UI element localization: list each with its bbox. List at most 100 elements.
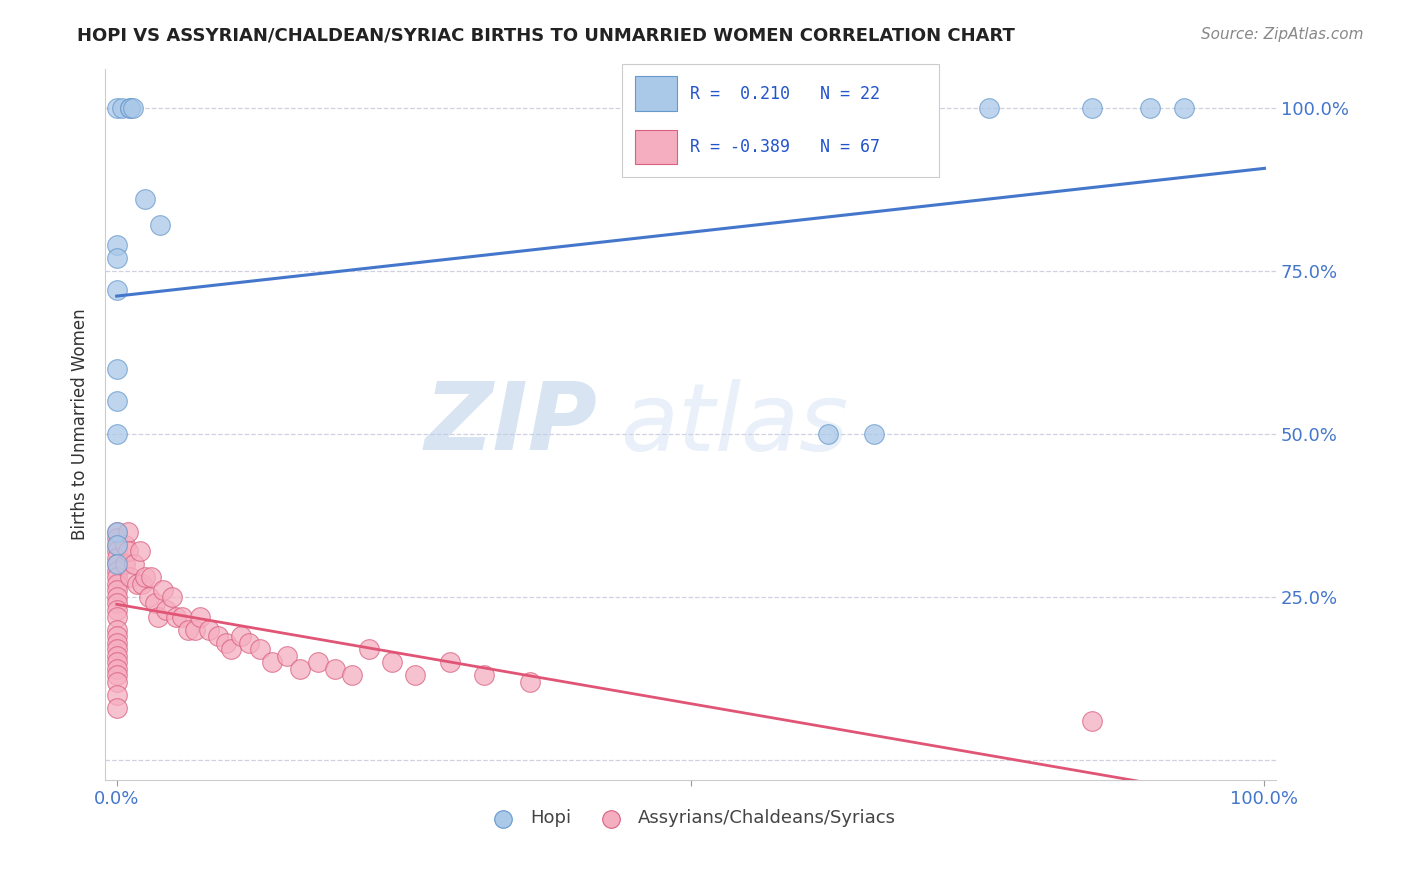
Point xyxy=(105,283,128,297)
Point xyxy=(105,648,128,663)
Point xyxy=(105,603,128,617)
Point xyxy=(127,577,149,591)
Point xyxy=(1173,101,1195,115)
Point xyxy=(117,524,139,539)
Point xyxy=(105,394,128,409)
Point xyxy=(152,583,174,598)
Point xyxy=(134,570,156,584)
Point xyxy=(359,642,381,657)
Point xyxy=(131,577,153,591)
Point xyxy=(117,544,139,558)
Point xyxy=(190,609,212,624)
Point xyxy=(105,629,128,643)
Point xyxy=(160,590,183,604)
Point xyxy=(114,538,136,552)
Point xyxy=(977,101,1000,115)
Point xyxy=(105,544,128,558)
Point xyxy=(207,629,229,643)
Point xyxy=(105,524,128,539)
Point xyxy=(105,655,128,669)
Point xyxy=(165,609,187,624)
Text: ZIP: ZIP xyxy=(425,378,598,470)
Point xyxy=(105,597,128,611)
Point xyxy=(114,558,136,572)
Point xyxy=(105,570,128,584)
Point xyxy=(229,629,252,643)
Point xyxy=(307,655,329,669)
Point xyxy=(105,635,128,649)
Point xyxy=(105,642,128,657)
Point xyxy=(105,558,128,572)
Point xyxy=(404,668,426,682)
Point xyxy=(817,426,839,441)
Point xyxy=(105,101,128,115)
Point xyxy=(1081,101,1104,115)
Point xyxy=(105,590,128,604)
Point xyxy=(105,668,128,682)
Point xyxy=(105,361,128,376)
Point xyxy=(105,583,128,598)
Point xyxy=(105,237,128,252)
FancyBboxPatch shape xyxy=(621,63,939,178)
Point xyxy=(105,577,128,591)
Bar xyxy=(636,129,676,164)
Text: Source: ZipAtlas.com: Source: ZipAtlas.com xyxy=(1201,27,1364,42)
Point xyxy=(105,558,128,572)
Point xyxy=(120,101,142,115)
Point xyxy=(139,570,162,584)
Point xyxy=(472,668,495,682)
Point xyxy=(105,701,128,715)
Point xyxy=(249,642,271,657)
Point xyxy=(105,251,128,265)
Point xyxy=(105,564,128,578)
Point xyxy=(155,603,177,617)
Legend: Hopi, Assyrians/Chaldeans/Syriacs: Hopi, Assyrians/Chaldeans/Syriacs xyxy=(478,802,903,835)
Point xyxy=(149,218,172,232)
Point xyxy=(105,662,128,676)
Point xyxy=(120,101,142,115)
Point xyxy=(128,544,150,558)
Point xyxy=(184,623,207,637)
Point xyxy=(105,426,128,441)
Point xyxy=(138,590,160,604)
Point xyxy=(111,101,134,115)
Point xyxy=(121,101,143,115)
Point xyxy=(105,688,128,702)
Point xyxy=(105,538,128,552)
Point xyxy=(105,524,128,539)
Text: HOPI VS ASSYRIAN/CHALDEAN/SYRIAC BIRTHS TO UNMARRIED WOMEN CORRELATION CHART: HOPI VS ASSYRIAN/CHALDEAN/SYRIAC BIRTHS … xyxy=(77,27,1015,45)
Y-axis label: Births to Unmarried Women: Births to Unmarried Women xyxy=(72,309,89,540)
Point xyxy=(105,550,128,565)
Point xyxy=(105,674,128,689)
Point xyxy=(122,558,145,572)
Point xyxy=(172,609,194,624)
Point xyxy=(238,635,260,649)
Point xyxy=(105,609,128,624)
Point xyxy=(290,662,312,676)
Point xyxy=(146,609,169,624)
Point xyxy=(323,662,346,676)
Point xyxy=(105,623,128,637)
Point xyxy=(105,531,128,545)
Point xyxy=(120,570,142,584)
Text: R =  0.210   N = 22: R = 0.210 N = 22 xyxy=(690,85,880,103)
Point xyxy=(1081,714,1104,728)
Text: atlas: atlas xyxy=(620,378,849,469)
Point xyxy=(519,674,541,689)
Point xyxy=(143,597,166,611)
Point xyxy=(215,635,238,649)
Point xyxy=(177,623,200,637)
Point xyxy=(134,192,156,206)
Point xyxy=(863,426,886,441)
Bar xyxy=(636,77,676,112)
Point xyxy=(221,642,243,657)
Point xyxy=(197,623,219,637)
Point xyxy=(340,668,363,682)
Point xyxy=(439,655,461,669)
Text: R = -0.389   N = 67: R = -0.389 N = 67 xyxy=(690,138,880,156)
Point xyxy=(1139,101,1161,115)
Point xyxy=(105,538,128,552)
Point xyxy=(260,655,283,669)
Point xyxy=(381,655,404,669)
Point xyxy=(276,648,298,663)
